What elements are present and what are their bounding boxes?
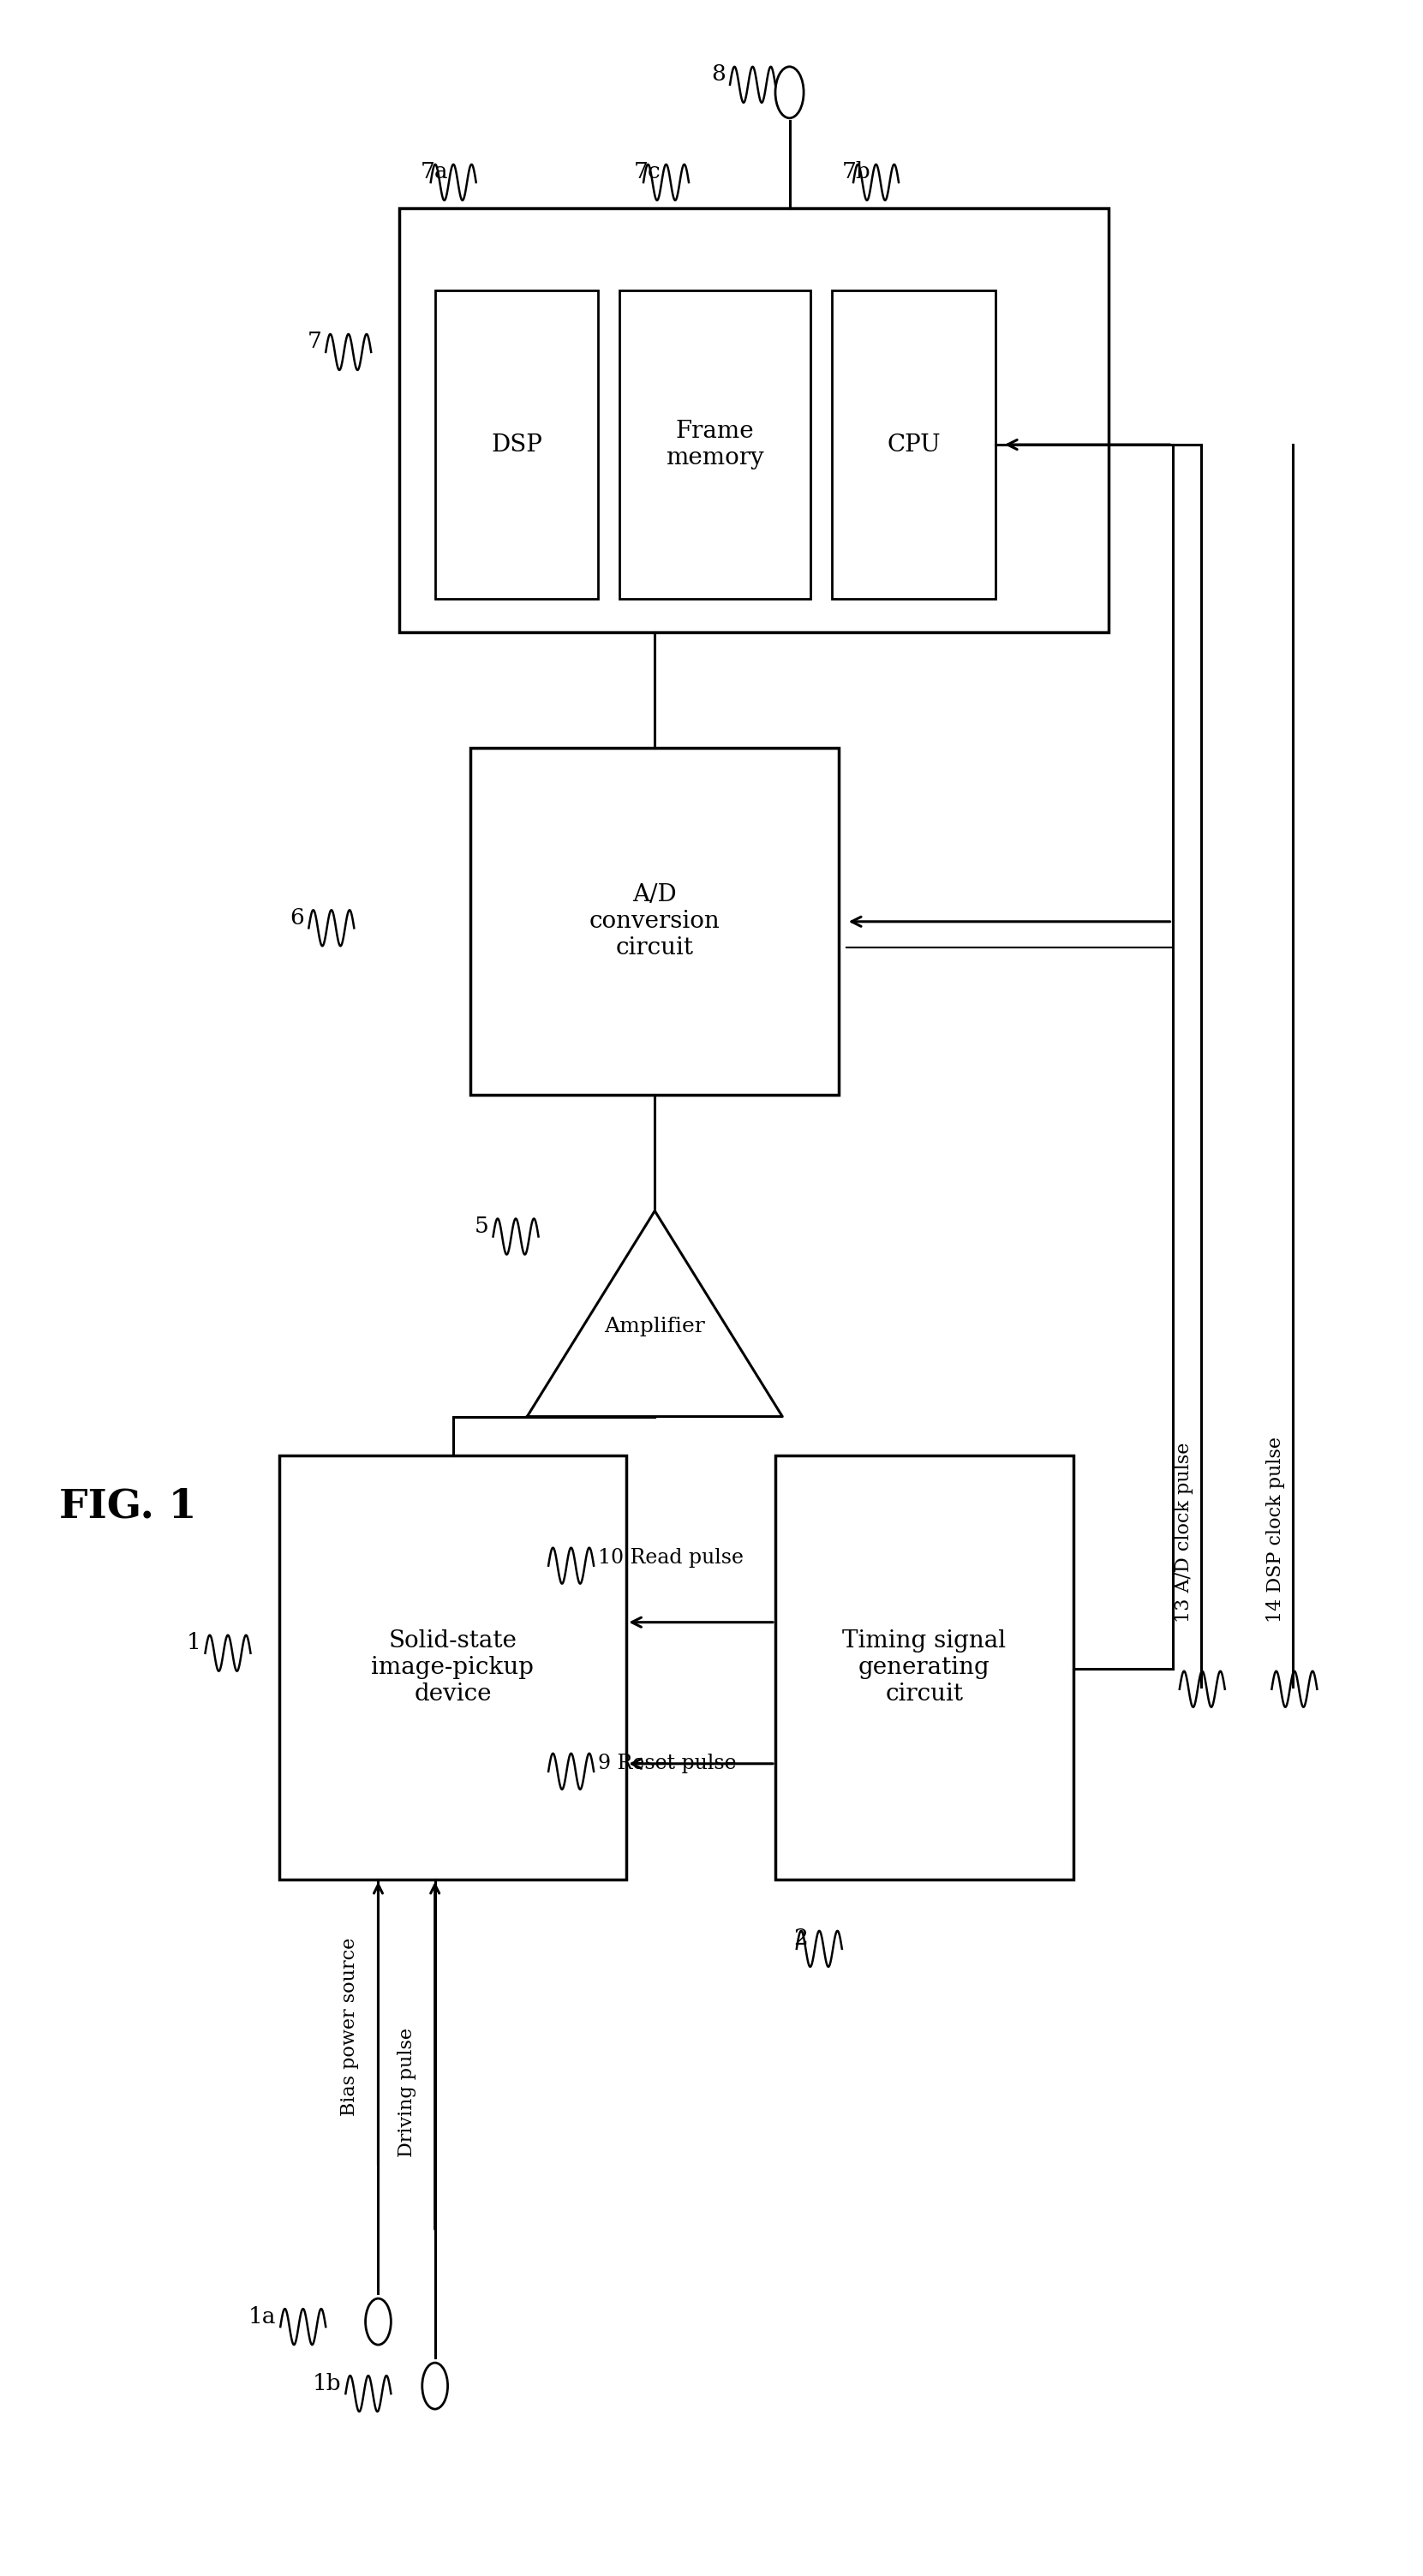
Text: Frame
memory: Frame memory xyxy=(666,420,764,469)
Text: 7a: 7a xyxy=(421,162,448,183)
Text: 14 DSP clock pulse: 14 DSP clock pulse xyxy=(1266,1437,1285,1623)
Text: DSP: DSP xyxy=(491,433,542,456)
Text: 5: 5 xyxy=(474,1216,490,1236)
Bar xyxy=(400,209,1109,631)
Text: CPU: CPU xyxy=(887,433,941,456)
Bar xyxy=(435,291,598,598)
Text: 7b: 7b xyxy=(842,162,871,183)
Text: 10 Read pulse: 10 Read pulse xyxy=(598,1548,744,1569)
Text: Timing signal
generating
circuit: Timing signal generating circuit xyxy=(842,1628,1006,1705)
Text: 8: 8 xyxy=(712,64,726,85)
Text: 1a: 1a xyxy=(248,2306,276,2326)
Text: A/D
conversion
circuit: A/D conversion circuit xyxy=(589,884,720,961)
Bar xyxy=(471,747,840,1095)
Text: 7: 7 xyxy=(307,332,322,353)
Polygon shape xyxy=(527,1211,783,1417)
Text: Driving pulse: Driving pulse xyxy=(397,2027,416,2156)
Text: 1: 1 xyxy=(186,1633,201,1654)
Text: Solid-state
image-pickup
device: Solid-state image-pickup device xyxy=(371,1628,534,1705)
Text: FIG. 1: FIG. 1 xyxy=(60,1486,196,1525)
Text: 2: 2 xyxy=(794,1927,808,1950)
Text: 13 A/D clock pulse: 13 A/D clock pulse xyxy=(1174,1443,1194,1623)
Text: 6: 6 xyxy=(290,907,305,927)
Bar xyxy=(619,291,811,598)
Text: 9 Reset pulse: 9 Reset pulse xyxy=(598,1754,737,1772)
Bar xyxy=(279,1455,626,1880)
Bar xyxy=(776,1455,1073,1880)
Text: Bias power source: Bias power source xyxy=(340,1937,359,2115)
Text: 1b: 1b xyxy=(313,2372,342,2393)
Text: Amplifier: Amplifier xyxy=(605,1316,706,1337)
Bar xyxy=(832,291,995,598)
Text: 7c: 7c xyxy=(633,162,660,183)
